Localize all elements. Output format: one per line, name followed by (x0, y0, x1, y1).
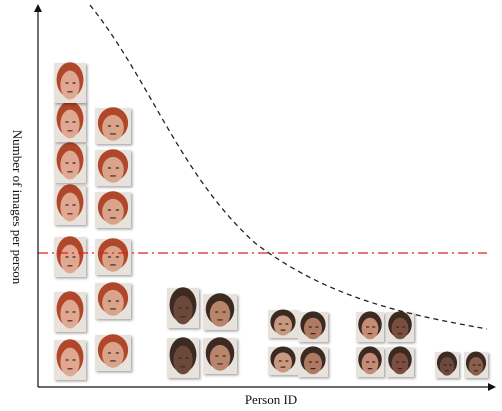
face-features (308, 361, 319, 370)
face-skin (102, 156, 124, 183)
y-axis-label: Number of images per person (10, 129, 25, 285)
face-features (472, 364, 481, 372)
face-features (443, 364, 452, 372)
face-features (65, 121, 76, 132)
face-image (54, 236, 86, 277)
face-image (298, 346, 328, 377)
face-features (65, 204, 76, 215)
face-image (167, 337, 199, 378)
face-features (396, 361, 406, 370)
face-skin (468, 356, 484, 376)
face-skin (391, 317, 409, 340)
face-skin (60, 299, 80, 329)
face-image (54, 142, 86, 183)
face-skin (102, 245, 124, 272)
face-skin (391, 352, 409, 375)
face-skin (60, 150, 80, 180)
face-image (386, 346, 414, 377)
face-images-layer (54, 62, 488, 380)
face-features (278, 323, 289, 331)
face-image (54, 339, 86, 380)
face-features (65, 359, 76, 370)
face-features (107, 209, 119, 219)
face-image (95, 282, 131, 319)
face-features (396, 326, 406, 335)
face-features (107, 300, 119, 310)
face-features (107, 125, 119, 135)
face-features (215, 355, 226, 365)
face-image (464, 351, 488, 378)
face-image (356, 346, 384, 377)
face-skin (102, 114, 124, 141)
face-image (54, 184, 86, 225)
face-image (54, 291, 86, 332)
face-skin (102, 198, 124, 225)
face-skin (102, 341, 124, 368)
face-image (386, 311, 414, 342)
face-image (203, 293, 237, 330)
face-features (366, 361, 376, 370)
face-features (107, 167, 119, 177)
face-skin (173, 295, 193, 325)
face-features (65, 311, 76, 322)
face-features (366, 326, 376, 335)
trend-curve (89, 4, 488, 330)
face-features (178, 357, 189, 368)
face-image (54, 101, 86, 142)
face-skin (274, 352, 292, 373)
face-skin (439, 356, 455, 376)
face-image (167, 287, 199, 328)
face-image (95, 334, 131, 371)
face-features (308, 326, 319, 335)
face-image (298, 311, 328, 342)
face-features (107, 352, 119, 362)
face-skin (60, 70, 80, 100)
face-skin (304, 352, 322, 375)
face-image (95, 191, 131, 228)
face-features (65, 162, 76, 173)
face-image (268, 346, 298, 375)
face-image (95, 107, 131, 144)
face-image (435, 351, 459, 378)
face-skin (102, 289, 124, 316)
face-image (54, 62, 86, 103)
face-features (65, 82, 76, 93)
face-skin (304, 317, 322, 340)
face-features (278, 360, 289, 368)
face-image (203, 337, 237, 374)
face-image (356, 311, 384, 342)
face-skin (60, 109, 80, 139)
face-image (95, 149, 131, 186)
face-skin (60, 192, 80, 222)
face-features (178, 307, 189, 318)
face-skin (173, 345, 193, 375)
face-skin (60, 347, 80, 377)
face-features (107, 256, 119, 266)
face-skin (209, 344, 231, 371)
face-image (95, 238, 131, 275)
face-features (65, 256, 76, 267)
face-features (215, 311, 226, 321)
face-skin (361, 352, 379, 375)
face-skin (361, 317, 379, 340)
face-skin (60, 244, 80, 274)
face-skin (209, 300, 231, 327)
x-axis-label: Person ID (244, 392, 298, 407)
face-skin (274, 315, 292, 336)
face-image (268, 309, 298, 338)
